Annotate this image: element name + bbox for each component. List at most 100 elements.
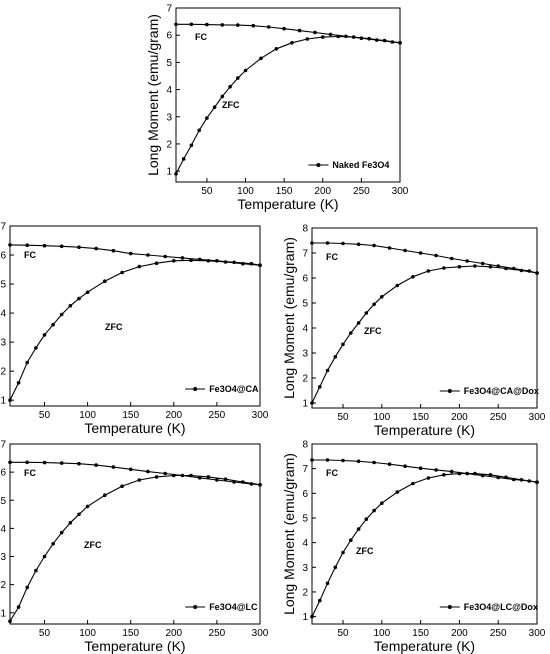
data-point xyxy=(282,26,286,31)
data-point xyxy=(8,243,12,247)
data-point xyxy=(375,38,379,42)
data-point xyxy=(403,248,407,253)
zfc-curve xyxy=(9,259,261,401)
zfc-curve xyxy=(175,35,401,175)
y-tick-label: 3 xyxy=(0,338,6,349)
y-tick-label: 5 xyxy=(0,280,6,291)
data-point xyxy=(25,360,30,365)
data-point xyxy=(387,462,392,467)
y-tick-label: 3 xyxy=(166,112,172,123)
data-point xyxy=(34,346,38,350)
data-point xyxy=(395,283,400,288)
data-point xyxy=(16,605,21,609)
data-point xyxy=(77,296,81,301)
data-point xyxy=(189,258,193,263)
data-point xyxy=(236,23,240,27)
data-point xyxy=(25,585,30,590)
plot-frame xyxy=(311,227,538,409)
data-point xyxy=(232,480,236,484)
data-point xyxy=(449,469,454,474)
data-point xyxy=(42,554,47,559)
data-point xyxy=(249,261,254,266)
y-tick-label: 2 xyxy=(0,367,6,378)
legend-marker xyxy=(193,387,198,391)
zfc-label: ZFC xyxy=(364,326,382,336)
data-point xyxy=(8,398,12,403)
data-point xyxy=(197,128,201,133)
data-point xyxy=(535,480,539,485)
data-point xyxy=(103,493,107,498)
y-tick-label: 8 xyxy=(302,440,308,451)
fc-curve xyxy=(176,23,401,44)
data-point xyxy=(111,248,116,253)
y-tick-label: 6 xyxy=(166,31,172,42)
data-point xyxy=(154,261,159,266)
y-tick-label: 1 xyxy=(302,399,308,410)
data-point xyxy=(398,41,402,45)
data-point xyxy=(527,479,531,483)
data-point xyxy=(59,461,64,465)
zfc-curve xyxy=(311,473,538,617)
data-point xyxy=(341,550,345,555)
data-point xyxy=(189,143,194,148)
data-point xyxy=(496,475,501,480)
x-tick-label: 250 xyxy=(490,412,507,423)
data-point xyxy=(94,246,98,251)
plot-frame xyxy=(311,443,538,625)
y-tick-label: 7 xyxy=(0,440,6,451)
x-tick-label: 50 xyxy=(337,628,349,639)
data-point xyxy=(449,256,454,261)
data-point xyxy=(146,253,150,257)
data-point xyxy=(488,265,493,269)
data-point xyxy=(243,68,248,73)
x-tick-label: 50 xyxy=(337,412,349,423)
data-point xyxy=(215,259,219,263)
data-point xyxy=(180,473,185,478)
data-point xyxy=(418,251,423,255)
data-point xyxy=(120,484,124,489)
data-point xyxy=(318,598,322,603)
fc-label: FC xyxy=(195,32,207,42)
data-point xyxy=(197,257,202,262)
data-point xyxy=(25,460,30,465)
data-point xyxy=(59,244,64,249)
data-point xyxy=(395,490,400,494)
x-tick-label: 250 xyxy=(490,628,507,639)
data-point xyxy=(68,304,73,308)
data-point xyxy=(403,464,407,469)
data-point xyxy=(473,264,477,268)
data-point xyxy=(341,342,345,347)
data-point xyxy=(34,568,38,573)
legend-label: Fe3O4@LC xyxy=(209,602,258,612)
x-tick-label: 150 xyxy=(122,628,139,639)
data-point xyxy=(266,25,271,29)
x-tick-label: 250 xyxy=(353,186,370,197)
y-tick-label: 5 xyxy=(0,496,6,507)
data-point xyxy=(232,260,236,265)
data-point xyxy=(310,458,314,462)
y-tick-label: 5 xyxy=(302,299,308,310)
data-point xyxy=(387,246,392,250)
legend-label: Fe3O4@LC@Dox xyxy=(464,602,538,612)
x-tick-label: 150 xyxy=(412,628,429,639)
data-point xyxy=(426,269,431,273)
x-tick-label: 300 xyxy=(392,186,409,197)
data-point xyxy=(274,47,279,51)
data-point xyxy=(380,295,384,299)
y-tick-label: 1 xyxy=(0,608,6,619)
data-point xyxy=(496,264,501,268)
zfc-label: ZFC xyxy=(105,322,123,332)
y-tick-label: 7 xyxy=(302,249,308,260)
data-point xyxy=(356,527,361,531)
data-point xyxy=(341,241,345,246)
data-point xyxy=(51,542,55,546)
data-point xyxy=(313,30,317,35)
legend-marker xyxy=(447,605,452,609)
data-point xyxy=(349,331,353,335)
data-point xyxy=(25,243,30,247)
data-point xyxy=(180,256,185,260)
x-tick-label: 100 xyxy=(79,628,96,639)
data-point xyxy=(511,477,516,482)
plot-frame xyxy=(175,7,401,183)
